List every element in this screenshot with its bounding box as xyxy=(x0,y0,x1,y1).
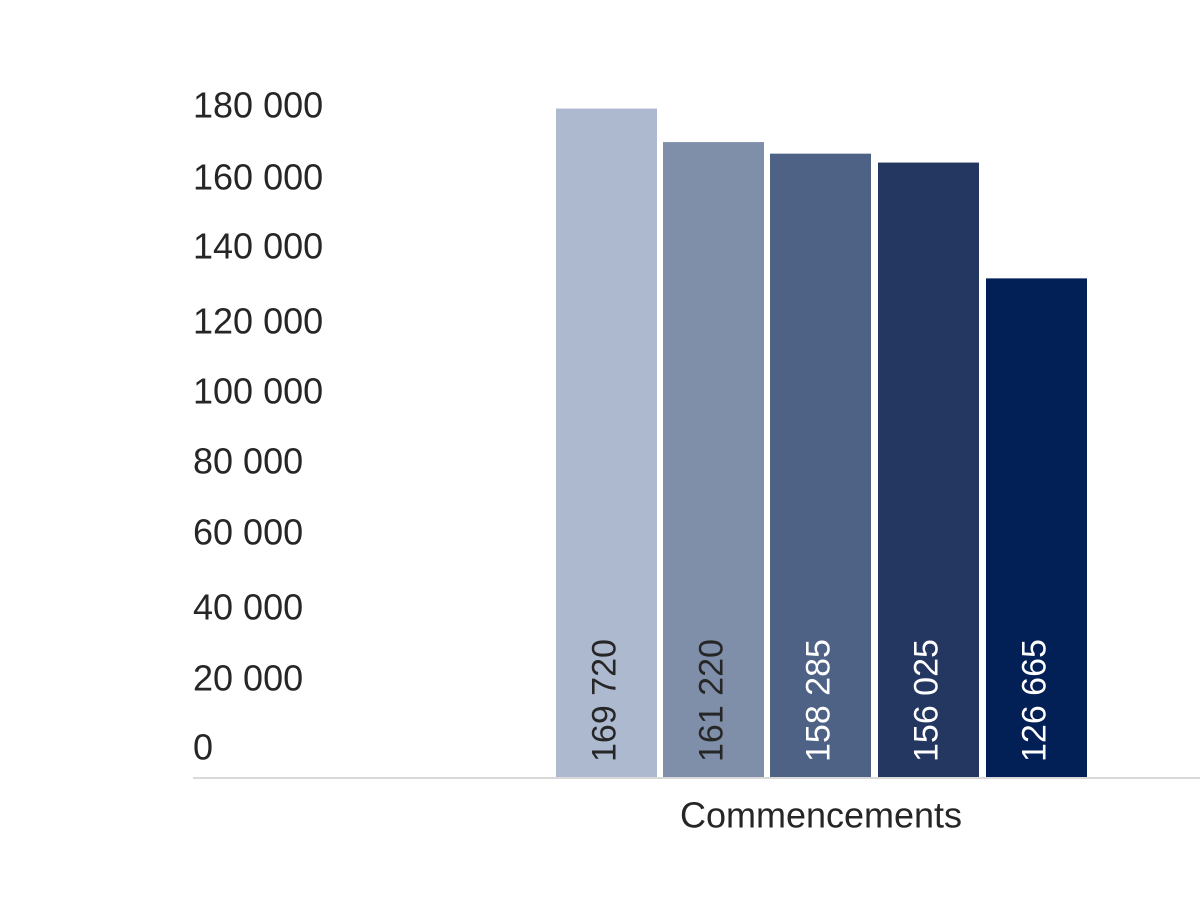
y-tick-label: 140 000 xyxy=(193,226,323,267)
y-tick-label: 160 000 xyxy=(193,157,323,198)
y-tick-label: 120 000 xyxy=(193,301,323,342)
bar xyxy=(878,162,979,778)
bar-value-label: 156 025 xyxy=(907,639,945,762)
bar-value-labels: 169 720 161 220 158 285 156 025 126 665 xyxy=(585,639,1053,762)
bar xyxy=(986,278,1087,778)
bar-series-group xyxy=(556,108,1087,778)
y-tick-label: 180 000 xyxy=(193,85,323,126)
x-category-label: Commencements xyxy=(680,795,962,836)
y-tick-label: 100 000 xyxy=(193,371,323,412)
y-tick-label: 80 000 xyxy=(193,441,303,482)
bar xyxy=(663,142,764,778)
bar-value-label: 169 720 xyxy=(585,639,623,762)
y-axis-tick-labels: 0 20 000 40 000 60 000 80 000 100 000 120 000 1… xyxy=(193,85,323,768)
y-tick-label: 60 000 xyxy=(193,512,303,553)
bar-value-label: 126 665 xyxy=(1015,639,1053,762)
y-tick-label: 20 000 xyxy=(193,658,303,699)
x-axis-category-labels: Commencements xyxy=(680,795,962,836)
bar xyxy=(556,108,657,778)
bar-value-label: 158 285 xyxy=(799,639,837,762)
bar-value-label: 161 220 xyxy=(692,639,730,762)
y-tick-label: 40 000 xyxy=(193,587,303,628)
y-tick-label: 0 xyxy=(193,727,213,768)
bar xyxy=(770,153,871,778)
